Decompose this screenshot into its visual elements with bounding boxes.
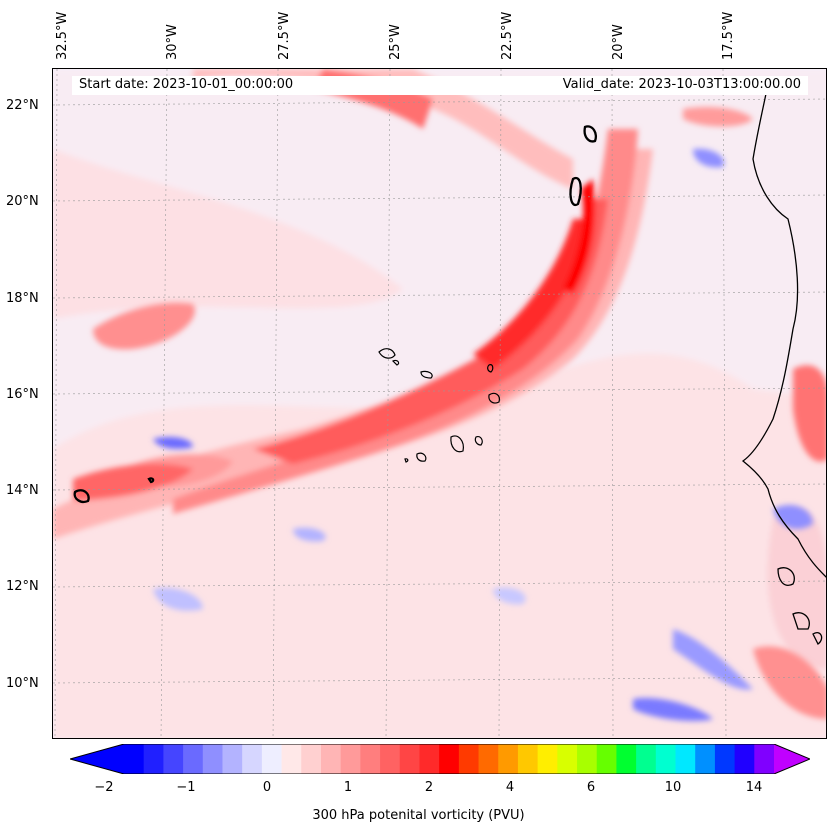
colorbar-swatch [557,744,578,774]
colorbar [70,744,810,774]
colorbar-swatch [183,744,204,774]
pv-streamer [53,69,826,719]
colorbar-swatch [675,744,696,774]
coastline [741,83,826,645]
colorbar-tick: 1 [343,780,353,795]
map-plot-area [52,68,827,739]
colorbar-swatch [537,744,558,774]
lat-label: 22°N [6,98,39,113]
colorbar-swatch [655,744,677,774]
colorbar-swatch [242,744,263,774]
colorbar-swatch [458,744,480,774]
colorbar-swatch [320,744,342,774]
colorbar-swatch [596,744,617,774]
colorbar-tick: 2 [424,780,434,795]
colorbar-swatch [222,744,243,774]
colorbar-extend-high [774,744,810,774]
colorbar-swatch [714,744,736,774]
colorbar-swatch [380,744,401,774]
lon-label: 25°W [388,24,403,60]
colorbar-swatch [399,744,420,774]
pv-contours [73,125,597,503]
colorbar-label: 300 hPa potenital vorticity (PVU) [312,808,525,823]
colorbar-swatch [124,744,145,774]
colorbar-extend-low [70,744,124,774]
colorbar-swatch [577,744,598,774]
colorbar-swatch [734,744,755,774]
colorbar-swatch [340,744,361,774]
colorbar-swatch [754,744,775,774]
colorbar-swatch [301,744,322,774]
lon-label: 17.5°W [721,11,736,60]
lon-label: 22.5°W [500,11,515,60]
lat-label: 20°N [6,194,39,209]
colorbar-swatch [419,744,440,774]
colorbar-tick: 0 [262,780,272,795]
negative-pv-areas [153,148,813,721]
colorbar-tick: −1 [176,780,196,795]
colorbar-swatch [143,744,164,774]
colorbar-swatch [498,744,519,774]
lon-label: 27.5°W [277,11,292,60]
colorbar-swatch [281,744,302,774]
lat-label: 18°N [6,291,39,306]
lat-label: 10°N [6,676,39,691]
colorbar-tick: 10 [664,780,682,795]
colorbar-swatch [695,744,716,774]
colorbar-swatch [478,744,499,774]
lat-label: 12°N [6,579,39,594]
colorbar-swatch [439,744,460,774]
colorbar-swatch [360,744,381,774]
start-date: Start date: 2023-10-01_00:00:00 [79,77,294,92]
colorbar-swatch [517,744,539,774]
graticule [53,69,826,738]
colorbar-swatch [202,744,223,774]
info-bar [72,76,808,95]
lon-label: 32.5°W [55,11,70,60]
pv-field [53,69,826,738]
colorbar-tick: 6 [586,780,596,795]
colorbar-swatch [163,744,184,774]
valid-date: Valid_date: 2023-10-03T13:00:00.00 [562,77,801,92]
colorbar-tick: −2 [94,780,114,795]
colorbar-swatch [616,744,637,774]
colorbar-swatch [636,744,657,774]
lon-label: 30°W [165,24,180,60]
cape-verde-islands [378,348,500,463]
colorbar-tick: 14 [745,780,763,795]
colorbar-tick: 4 [505,780,515,795]
lat-label: 14°N [6,483,39,498]
colorbar-swatch [261,744,283,774]
lon-label: 20°W [611,24,626,60]
lat-label: 16°N [6,387,39,402]
